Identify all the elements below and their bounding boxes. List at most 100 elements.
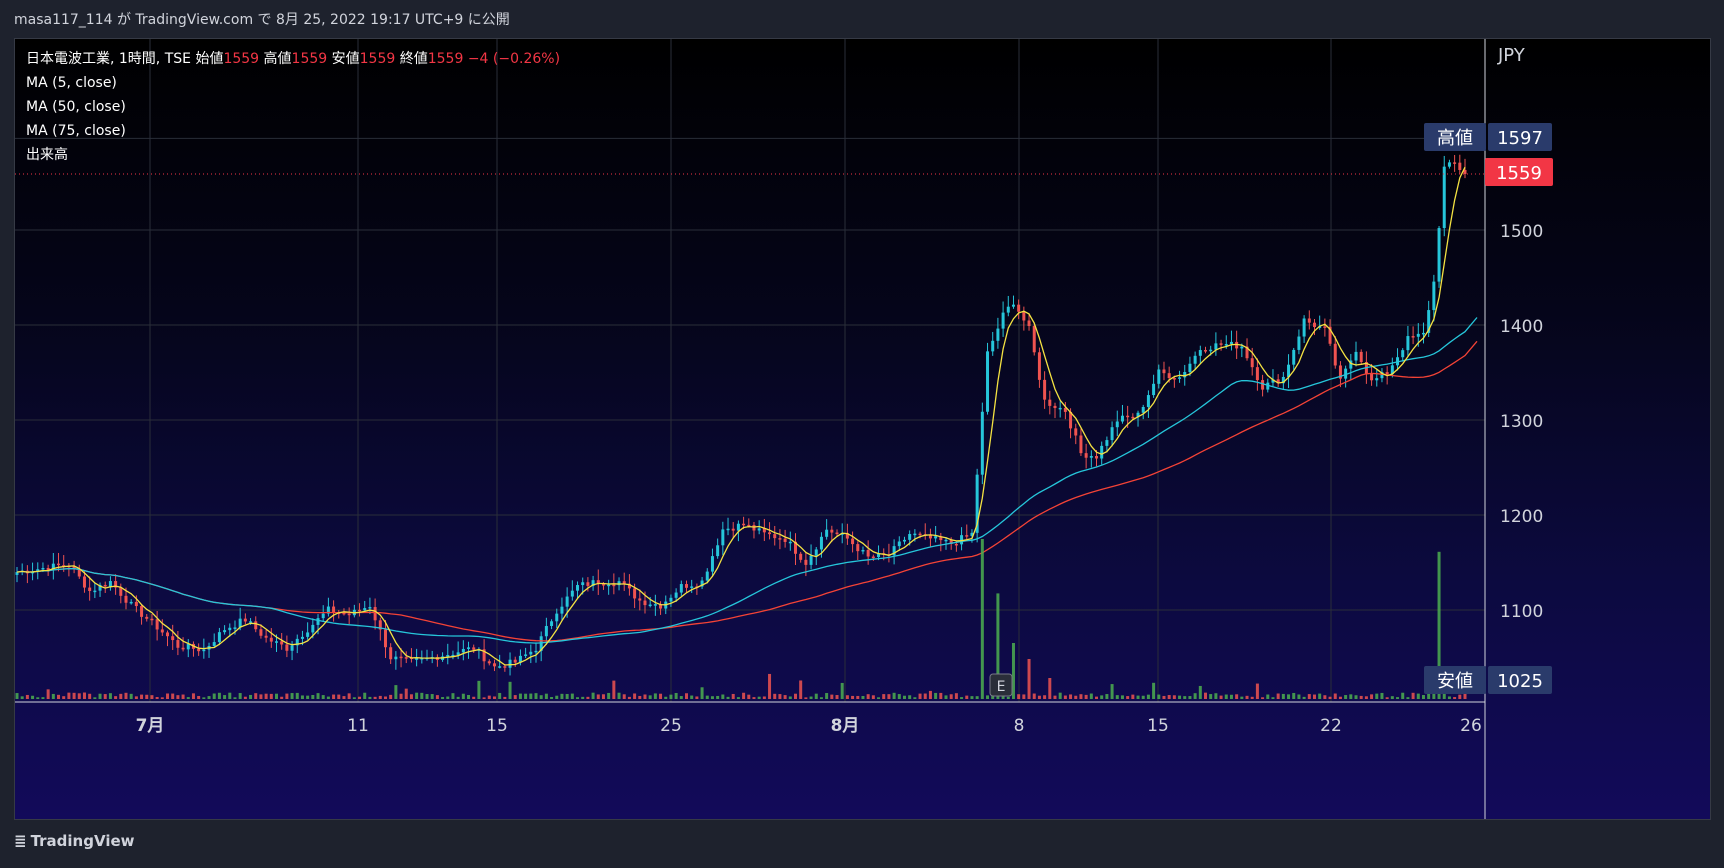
volume-bar bbox=[591, 692, 595, 699]
volume-bar bbox=[970, 696, 974, 699]
candle-body bbox=[648, 604, 652, 607]
volume-bar bbox=[363, 692, 367, 699]
volume-bar bbox=[425, 694, 429, 699]
candle-body bbox=[181, 647, 185, 650]
low-tag-label: 安値 bbox=[1424, 666, 1486, 694]
volume-bar bbox=[980, 539, 984, 699]
candle-body bbox=[643, 600, 647, 606]
candle-body bbox=[742, 523, 746, 526]
candle-body bbox=[1069, 411, 1073, 429]
volume-bar bbox=[742, 692, 746, 699]
candle-body bbox=[383, 629, 387, 648]
volume-bar bbox=[378, 695, 382, 699]
publish-info: masa117_114 が TradingView.com で 8月 25, 2… bbox=[14, 12, 510, 28]
chart-legend: 日本電波工業, 1時間, TSE 始値1559 高値1559 安値1559 終値… bbox=[26, 47, 560, 167]
candle-body bbox=[1084, 453, 1088, 458]
volume-bar bbox=[1271, 697, 1275, 699]
volume-bar bbox=[1126, 696, 1130, 699]
volume-bar bbox=[996, 593, 1000, 699]
volume-bar bbox=[845, 695, 849, 699]
earnings-marker[interactable]: E bbox=[989, 673, 1013, 697]
volume-bar bbox=[134, 696, 138, 699]
candle-body bbox=[114, 581, 118, 588]
candle-body bbox=[788, 541, 792, 544]
candle-body bbox=[332, 606, 336, 613]
candle-body bbox=[633, 588, 637, 599]
candle-body bbox=[866, 549, 870, 557]
volume-bar bbox=[186, 697, 190, 699]
candle-body bbox=[243, 618, 247, 622]
candle-body bbox=[363, 608, 367, 611]
volume-bar bbox=[576, 697, 580, 699]
candle-body bbox=[1188, 363, 1192, 373]
volume-bar bbox=[1354, 695, 1358, 699]
chart-frame[interactable]: E JPY 1500 1400 1300 1200 1100 高値 1597 1559 安値 1025… bbox=[14, 38, 1711, 820]
candle-body bbox=[669, 597, 673, 602]
volume-bar bbox=[1089, 693, 1093, 699]
volume-bar bbox=[140, 694, 144, 699]
candle-body bbox=[944, 539, 948, 542]
volume-bar bbox=[1240, 696, 1244, 699]
volume-bar bbox=[690, 695, 694, 699]
tradingview-logo[interactable]: ≣ TradingView bbox=[14, 832, 135, 850]
volume-bar bbox=[72, 692, 76, 699]
volume-bar bbox=[1370, 694, 1374, 699]
volume-bar bbox=[1229, 694, 1233, 699]
volume-bar bbox=[1048, 678, 1052, 699]
legend-ma75[interactable]: MA (75, close) bbox=[26, 123, 126, 139]
volume-bar bbox=[472, 696, 476, 699]
candle-body bbox=[851, 538, 855, 545]
volume-bar bbox=[176, 695, 180, 699]
volume-bar bbox=[1312, 694, 1316, 699]
volume-bar bbox=[892, 692, 896, 699]
volume-bar bbox=[1318, 693, 1322, 699]
volume-bar bbox=[856, 695, 860, 699]
volume-bar bbox=[217, 692, 221, 699]
high-tag-label-bg bbox=[1424, 123, 1486, 151]
candle-body bbox=[57, 563, 61, 566]
legend-ma5[interactable]: MA (5, close) bbox=[26, 75, 117, 91]
candle-body bbox=[586, 582, 590, 586]
legend-ma50[interactable]: MA (50, close) bbox=[26, 99, 126, 115]
candle-body bbox=[1131, 416, 1135, 419]
candle-body bbox=[913, 533, 917, 536]
volume-bar bbox=[295, 692, 299, 699]
volume-bar bbox=[399, 693, 403, 699]
candle-body bbox=[1328, 326, 1332, 344]
candle-body bbox=[1250, 358, 1254, 368]
price-tick-label: 1100 bbox=[1500, 602, 1543, 622]
candle-body bbox=[1266, 382, 1270, 390]
candle-body bbox=[804, 559, 808, 565]
legend-volume[interactable]: 出来高 bbox=[26, 147, 68, 163]
candle-body bbox=[93, 590, 97, 593]
candle-body bbox=[300, 636, 304, 639]
candle-body bbox=[877, 553, 881, 558]
candle-body bbox=[321, 613, 325, 619]
candle-body bbox=[254, 621, 258, 630]
candle-body bbox=[1432, 281, 1436, 311]
volume-bar bbox=[342, 696, 346, 699]
candle-body bbox=[51, 563, 55, 571]
volume-bar bbox=[902, 695, 906, 699]
volume-bar bbox=[1338, 696, 1342, 699]
volume-bar bbox=[233, 697, 237, 699]
volume-bar bbox=[752, 697, 756, 699]
volume-bar bbox=[212, 693, 216, 699]
volume-bar bbox=[991, 695, 995, 699]
candle-body bbox=[1089, 455, 1093, 458]
candle-body bbox=[108, 581, 112, 587]
candle-body bbox=[1442, 166, 1446, 229]
volume-bar bbox=[1401, 692, 1405, 699]
volume-bar bbox=[809, 696, 813, 699]
time-tick-label: 26 bbox=[1460, 716, 1482, 736]
candle-body bbox=[1453, 162, 1457, 164]
volume-bar bbox=[1302, 696, 1306, 699]
candle-body bbox=[819, 536, 823, 550]
volume-bar bbox=[15, 693, 19, 699]
volume-bar bbox=[550, 696, 554, 699]
volume-bar bbox=[1266, 694, 1270, 699]
volume-bar bbox=[67, 692, 71, 699]
candle-body bbox=[1229, 341, 1233, 345]
volume-bar bbox=[306, 695, 310, 699]
